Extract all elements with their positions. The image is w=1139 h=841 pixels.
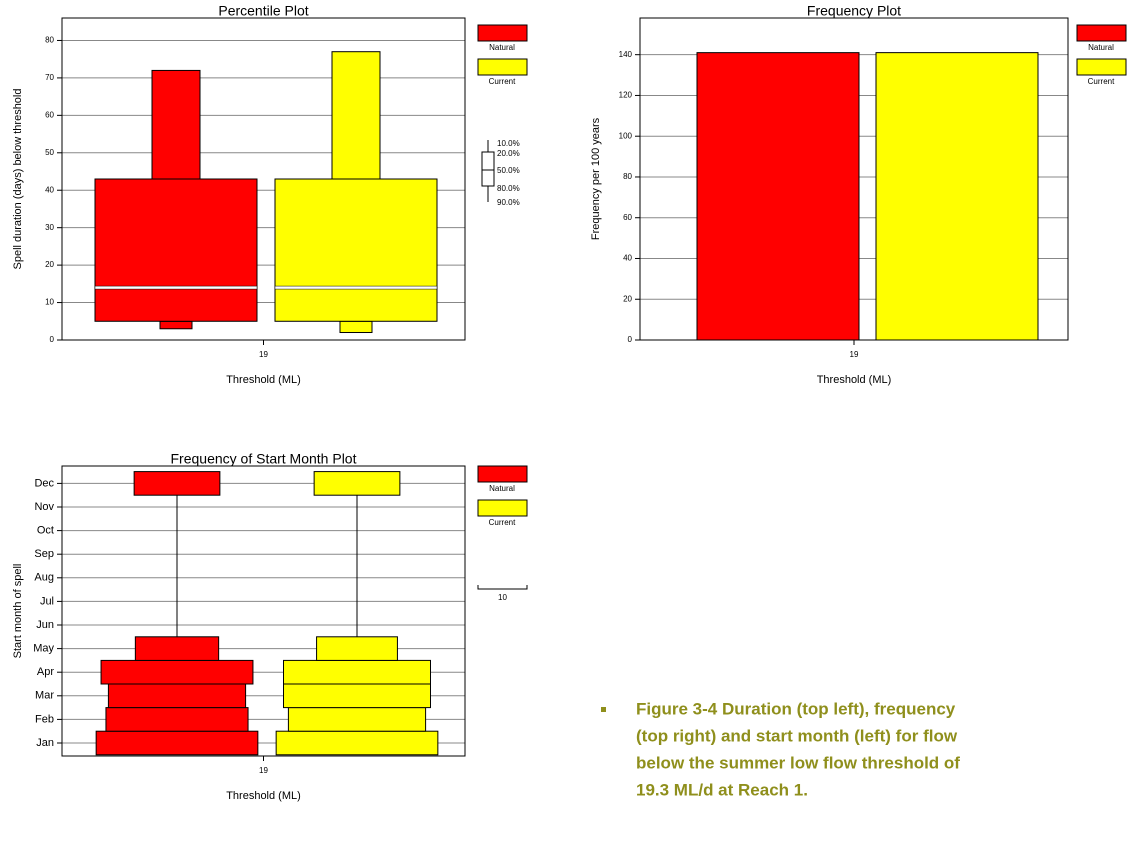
y-axis-title: Spell duration (days) below threshold (12, 89, 24, 270)
caption-line: Figure 3-4 Duration (top left), frequenc… (636, 699, 956, 718)
percentile-label: 50.0% (497, 166, 520, 175)
x-tick-label: 19 (259, 766, 268, 775)
legend-swatch (477, 499, 528, 517)
upper-whisker (331, 51, 381, 180)
lower-whisker (339, 320, 373, 334)
lower-whisker (159, 320, 193, 330)
month-bar (287, 707, 427, 732)
month-bar (134, 636, 220, 661)
month-bar (283, 659, 431, 685)
y-tick-label: 30 (45, 223, 54, 232)
month-bar (95, 730, 259, 756)
month-bar (316, 636, 398, 661)
y-tick-label: Feb (35, 713, 54, 725)
y-tick-label: Dec (34, 477, 54, 489)
percentile-label: 80.0% (497, 184, 520, 193)
y-axis-title: Start month of spell (12, 564, 24, 659)
scale-label: 10 (498, 593, 507, 602)
y-tick-label: 0 (628, 335, 633, 344)
legend-label: Natural (489, 43, 515, 52)
percentile-label: 20.0% (497, 149, 520, 158)
y-tick-label: Jun (36, 619, 54, 631)
y-tick-label: 50 (45, 148, 54, 157)
y-tick-label: 100 (619, 131, 633, 140)
legend-label: Natural (489, 484, 515, 493)
box (274, 178, 438, 322)
y-tick-label: Sep (34, 548, 54, 560)
y-tick-label: 60 (623, 213, 632, 222)
legend-swatch (477, 465, 528, 483)
box (94, 178, 258, 322)
y-tick-label: Jul (40, 595, 54, 607)
bullet (601, 707, 606, 712)
bar (875, 52, 1039, 341)
legend-label: Current (1088, 77, 1115, 86)
legend-swatch (1076, 58, 1127, 76)
y-tick-label: 20 (45, 260, 54, 269)
month-bar (133, 471, 221, 496)
legend-swatch (477, 24, 528, 42)
x-tick-label: 19 (850, 350, 859, 359)
y-tick-label: 40 (623, 254, 632, 263)
y-tick-label: Nov (34, 501, 54, 513)
legend-swatch (477, 58, 528, 76)
x-axis-title: Threshold (ML) (226, 374, 301, 386)
y-tick-label: Apr (37, 666, 54, 678)
y-tick-label: 0 (50, 335, 55, 344)
caption-line: 19.3 ML/d at Reach 1. (636, 780, 808, 799)
month-bar (105, 707, 249, 732)
legend-label: Current (489, 77, 516, 86)
percentile-label: 90.0% (497, 198, 520, 207)
month-bar (107, 683, 247, 709)
plot-frame (639, 17, 1069, 341)
legend-label: Natural (1088, 43, 1114, 52)
caption-line: (top right) and start month (left) for f… (636, 726, 958, 745)
y-tick-label: 60 (45, 110, 54, 119)
bar (696, 52, 860, 341)
chart-title: Frequency Plot (807, 3, 901, 19)
y-tick-label: Oct (37, 525, 54, 537)
chart-title: Frequency of Start Month Plot (171, 451, 357, 467)
upper-whisker (151, 69, 201, 180)
x-tick-label: 19 (259, 350, 268, 359)
y-tick-label: Mar (35, 690, 54, 702)
y-tick-label: 120 (619, 91, 633, 100)
y-tick-label: 140 (619, 50, 633, 59)
y-tick-label: 80 (45, 36, 54, 45)
y-tick-label: 80 (623, 172, 632, 181)
y-tick-label: Aug (34, 572, 54, 584)
chart-title: Percentile Plot (218, 3, 308, 19)
legend-label: Current (489, 518, 516, 527)
y-axis-title: Frequency per 100 years (590, 117, 602, 240)
scale-bar (477, 585, 528, 590)
median (274, 285, 438, 290)
y-tick-label: 10 (45, 298, 54, 307)
legend-swatch (1076, 24, 1127, 42)
plot-frame (61, 465, 466, 757)
percentile-label: 10.0% (497, 139, 520, 148)
y-tick-label: 20 (623, 294, 632, 303)
y-tick-label: Jan (36, 737, 54, 749)
median (94, 285, 258, 290)
y-tick-label: 40 (45, 185, 54, 194)
month-bar (100, 659, 254, 685)
percentile-key (481, 140, 495, 202)
y-tick-label: May (33, 643, 54, 655)
x-axis-title: Threshold (ML) (226, 790, 301, 802)
x-axis-title: Threshold (ML) (817, 374, 892, 386)
y-tick-label: 70 (45, 73, 54, 82)
month-bar (283, 683, 431, 709)
month-bar (313, 471, 401, 496)
month-bar (275, 730, 439, 756)
caption-line: below the summer low flow threshold of (636, 753, 960, 772)
